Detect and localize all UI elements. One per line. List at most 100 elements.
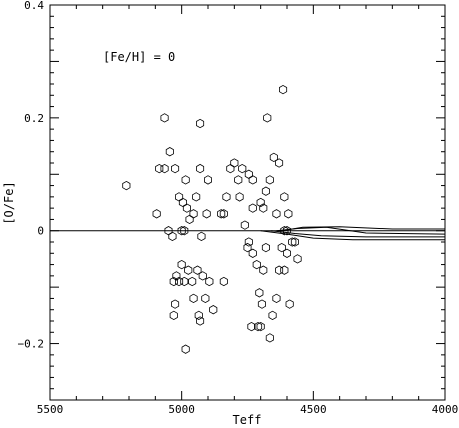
data-point [192, 192, 201, 202]
data-point [181, 344, 190, 354]
data-point [174, 276, 184, 287]
data-point [238, 163, 247, 174]
data-point [244, 169, 253, 179]
x-axis-label: Teff [233, 413, 262, 427]
data-point [203, 175, 213, 185]
series-line [260, 230, 445, 241]
data-point [280, 265, 289, 275]
data-point [196, 316, 205, 326]
data-point [194, 310, 203, 321]
data-point [209, 305, 218, 315]
data-point [188, 276, 197, 287]
data-point [168, 231, 177, 242]
data-point [280, 192, 289, 202]
data-point [282, 248, 292, 258]
data-point [185, 214, 194, 225]
data-point [278, 84, 288, 95]
data-point [160, 113, 169, 123]
data-point [170, 299, 180, 309]
data-point [272, 209, 281, 219]
data-point [288, 237, 297, 247]
data-point [193, 265, 202, 275]
data-point [198, 271, 207, 281]
data-point [257, 299, 267, 309]
data-point [196, 118, 205, 129]
data-point [152, 209, 161, 219]
data-point [282, 226, 292, 236]
data-point [178, 197, 188, 208]
data-point [184, 265, 193, 275]
data-point [172, 271, 181, 281]
data-point [261, 242, 271, 253]
data-point [165, 147, 174, 157]
axis-tick-labels: 5500 5000 4500 4000 −0.2 0 0.2 0.4 [18, 0, 459, 416]
data-point [202, 209, 211, 219]
data-point [293, 254, 302, 264]
data-point [259, 265, 268, 275]
data-point [290, 237, 299, 247]
data-point [284, 209, 293, 219]
data-point [285, 299, 294, 309]
data-point [169, 310, 178, 321]
data-point [182, 203, 192, 213]
data-point [122, 180, 131, 191]
data-point [263, 113, 272, 123]
data-point [240, 220, 249, 230]
data-points [122, 84, 302, 354]
data-point [205, 276, 214, 287]
data-point [248, 248, 257, 258]
data-point [269, 152, 278, 163]
data-point [252, 259, 261, 270]
x-tick-label: 5000 [168, 403, 195, 416]
data-point [217, 209, 226, 219]
data-point [253, 321, 263, 332]
data-point [248, 175, 257, 185]
data-point [219, 209, 228, 219]
data-point [201, 293, 210, 304]
data-point [234, 175, 243, 185]
data-point [248, 203, 257, 213]
plot-frame [49, 4, 446, 401]
data-point [174, 192, 184, 202]
data-point [265, 175, 274, 185]
data-point [280, 226, 289, 236]
data-point [219, 276, 228, 287]
series-lines [50, 226, 446, 241]
data-point [226, 163, 235, 174]
data-point [272, 293, 281, 304]
data-point [180, 226, 189, 236]
data-point [169, 276, 178, 287]
series-line [281, 226, 445, 232]
y-tick-label: −0.2 [18, 338, 45, 351]
y-tick-label: 0.2 [24, 112, 44, 125]
data-point [197, 231, 206, 242]
data-point [180, 276, 189, 287]
data-point [261, 186, 271, 196]
data-point [222, 192, 231, 202]
data-point [235, 192, 244, 202]
data-point [255, 288, 264, 298]
data-point [189, 293, 198, 304]
data-point [230, 158, 239, 168]
data-point [196, 163, 205, 174]
series-line [271, 230, 445, 238]
data-point [259, 203, 268, 213]
data-point [243, 242, 252, 253]
x-tick-label: 5500 [37, 403, 64, 416]
axis-ticks [49, 4, 446, 401]
x-tick-label: 4000 [432, 403, 459, 416]
data-point [189, 209, 198, 219]
x-tick-label: 4500 [300, 403, 327, 416]
data-point [170, 163, 180, 174]
data-point [177, 226, 186, 236]
y-tick-label: 0 [37, 225, 44, 238]
data-point [160, 163, 169, 174]
data-point [256, 321, 265, 332]
annotation-label: [Fe/H] = 0 [103, 50, 175, 64]
y-tick-label: 0.4 [24, 0, 44, 12]
data-point [244, 237, 253, 247]
data-point [277, 242, 286, 253]
data-point [177, 259, 186, 270]
data-point [275, 158, 284, 168]
